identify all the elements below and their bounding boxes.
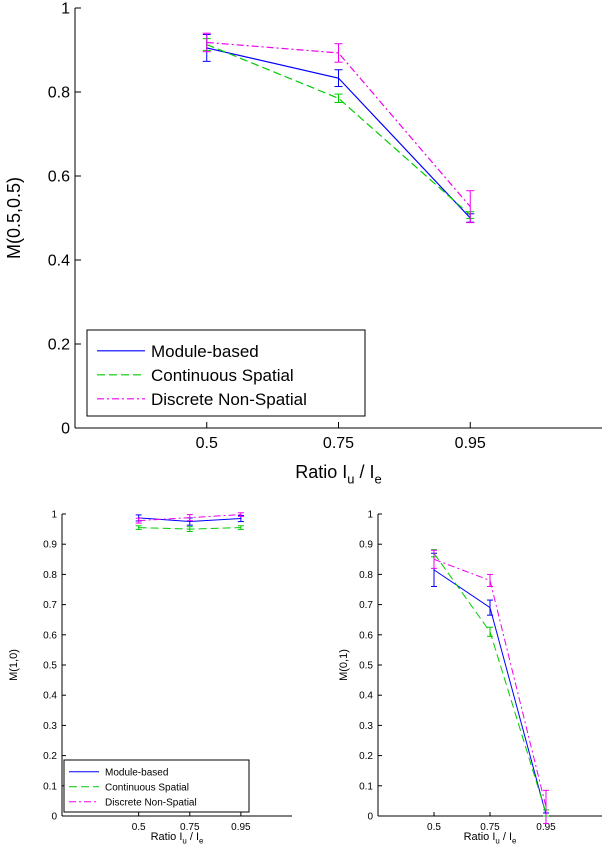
y-tick-label: 0.3 [43,721,57,732]
legend: Module-based Continuous Spatial Discrete N… [63,759,250,813]
x-axis-label: Ratio Iu / Ie [464,831,517,845]
x-tick-label: 0.75 [480,822,500,833]
series-continuous-spatial [135,525,244,533]
x-tick-label: 0.75 [323,435,354,452]
y-tick-label: 0.7 [43,600,57,611]
y-tick-label: 0.8 [359,570,373,581]
y-tick-label: 0.3 [359,721,373,732]
y-tick-label: 0.5 [43,661,57,672]
chart-panel-2: 0 0.1 0.2 0.3 0.4 0.5 0.6 0.7 0.8 0.9 1 0.5 0.75 0.95… [8,510,292,845]
series-line [433,558,547,808]
y-tick-label: 0.8 [48,85,70,102]
y-tick-label: 1 [61,1,70,18]
y-tick-label: 0 [367,812,373,823]
x-tick-label: 0.95 [231,822,251,833]
legend-entry: Discrete Non-Spatial [151,390,307,409]
y-tick-label: 0.9 [43,540,57,551]
legend: Module-based Continuous Spatial Discrete N… [86,329,366,417]
x-tick-label: 0.95 [536,822,556,833]
y-axis-label: M(0,1) [338,649,350,681]
series-discrete-non-spatial [431,549,549,825]
y-tick-label: 0.4 [359,691,373,702]
y-tick-label: 0.1 [43,781,57,792]
chart-panel-3: 0 0.1 0.2 0.3 0.4 0.5 0.6 0.7 0.8 0.9 1 0.5 0.75 0.95… [338,510,602,845]
x-tick-label: 0.5 [132,822,146,833]
legend-entry: Continuous Spatial [105,782,189,793]
y-tick-label: 0.6 [359,630,373,641]
series-line [206,41,471,208]
x-tick-label: 0.5 [196,435,218,452]
y-tick-label: 1 [51,510,57,521]
series-line [206,43,471,216]
y-tick-label: 0.8 [43,570,57,581]
y-tick-label: 0 [51,812,57,823]
legend-entry: Discrete Non-Spatial [105,797,197,808]
series-discrete-non-spatial [202,32,475,224]
x-tick-label: 0.95 [455,435,486,452]
chart-panel-1: 0 0.2 0.4 0.6 0.8 1 0.5 0.75 0.95 Ratio Iu / Ie M(… [4,1,602,486]
series-continuous-spatial [202,38,475,219]
legend-box [63,759,250,813]
y-tick-label: 0.7 [359,600,373,611]
y-tick-label: 0.5 [359,661,373,672]
y-tick-label: 0.1 [359,781,373,792]
x-tick-label: 0.75 [180,822,200,833]
y-tick-label: 0.6 [48,169,70,186]
legend-box [86,329,366,417]
series-module-based [431,552,549,817]
y-tick-label: 0.2 [43,751,57,762]
y-tick-label: 0.4 [48,253,70,270]
y-tick-label: 1 [367,510,373,521]
y-tick-label: 0.6 [43,630,57,641]
x-axis-label: Ratio Iu / Ie [295,462,381,486]
y-tick-label: 0 [61,421,70,438]
y-tick-label: 0.4 [43,691,57,702]
series-continuous-spatial [431,549,549,817]
y-tick-label: 0.2 [48,337,70,354]
series-line [433,552,547,814]
legend-entry: Module-based [151,342,259,361]
legend-entry: Continuous Spatial [151,366,294,385]
legend-entry: Module-based [105,767,168,778]
y-tick-label: 0.2 [359,751,373,762]
y-axis-label: M(1,0) [8,649,20,681]
y-axis-label: M(0.5,0.5) [4,177,24,259]
y-tick-label: 0.9 [359,540,373,551]
x-tick-label: 0.5 [427,822,441,833]
x-axis-label: Ratio Iu / Ie [151,831,204,845]
series-discrete-non-spatial [135,512,244,524]
